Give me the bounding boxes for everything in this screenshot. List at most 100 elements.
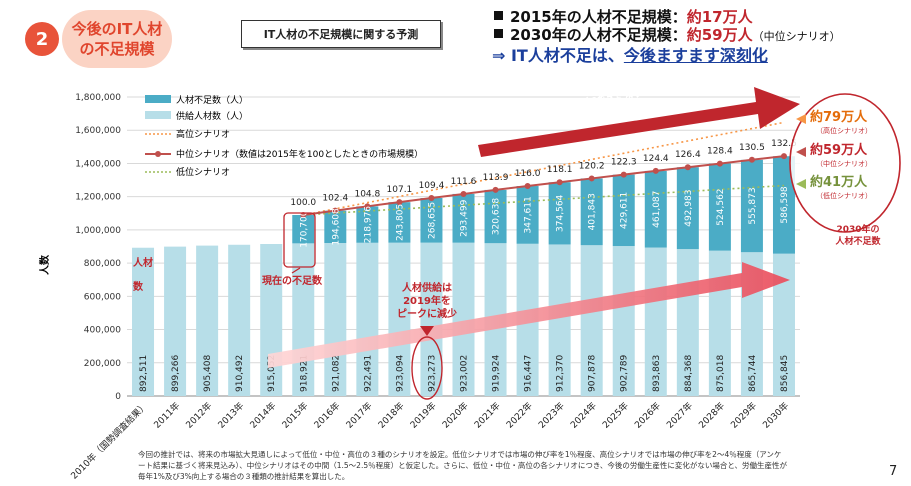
legend-shortage: 人材不足数（人）: [176, 94, 248, 106]
x-tick-label: 2020年: [440, 400, 471, 431]
shortage-bar: [676, 167, 699, 250]
section-title-line1: 今後のIT人材: [71, 20, 163, 38]
supply-value-label: 892,511: [139, 355, 149, 392]
result-mid-label: （中位シナリオ）: [816, 159, 872, 168]
summary-2015-value: 約17万人: [686, 8, 753, 26]
mid-scenario-point: [492, 186, 499, 193]
supply-value-label: 915,052: [267, 355, 277, 392]
low-pointer-icon: [796, 179, 806, 189]
slide-title: IT人材の不足規模に関する予測: [241, 20, 441, 48]
supply-bar: [228, 244, 251, 396]
mid-index-label: 102.4: [322, 194, 348, 204]
supply-bar: [772, 253, 795, 396]
mid-index-label: 128.4: [707, 147, 733, 157]
low-scenario-line: [303, 184, 785, 216]
x-tick-label: 2011年: [151, 400, 182, 431]
supply-vertical-label-2: 数: [133, 280, 144, 293]
mid-index-label: 130.5: [739, 143, 765, 153]
shortage-value-label: 524,562: [716, 188, 726, 225]
supply-bar: [324, 242, 347, 396]
page-number: 7: [889, 464, 898, 479]
mid-index-label: 132.5: [771, 139, 797, 149]
peak-down-arrow-icon: [420, 326, 434, 336]
shortage-bar: [644, 170, 667, 248]
market-growth-arrow: [478, 87, 800, 157]
legend-low: 低位シナリオ: [176, 166, 230, 178]
supply-bar: [644, 247, 667, 396]
y-tick-label: 600,000: [84, 292, 121, 302]
supply-bar: [420, 242, 443, 396]
supply-bar: [580, 245, 603, 396]
mid-scenario-point: [332, 207, 339, 214]
shortage-value-label: 194,608: [331, 208, 341, 245]
legend-high: 高位シナリオ: [176, 128, 230, 140]
supply-bar: [548, 244, 571, 396]
mid-scenario-point: [396, 199, 403, 206]
supply-bar: [132, 247, 155, 396]
shortage-bar: [548, 182, 571, 245]
shortage-value-label: 320,638: [492, 198, 502, 235]
legend-mid: 中位シナリオ（数値は2015年を100としたときの市場規模）: [176, 148, 423, 160]
shortage-bar: [324, 210, 347, 243]
shortage-2030-label-1: 2030年の: [836, 223, 879, 235]
x-tick-label: 2015年: [279, 400, 310, 431]
supply-value-label: 884,368: [684, 355, 694, 392]
footnote: 今回の推計では、将来の市場拡大見通しによって低位・中位・高位の３種のシナリオを設…: [138, 450, 788, 481]
mid-index-label: 118.1: [547, 165, 573, 175]
mid-scenario-point: [652, 167, 659, 174]
mid-scenario-point: [716, 160, 723, 167]
supply-bar: [612, 246, 635, 396]
shortage-bar: [740, 159, 763, 253]
y-tick-label: 400,000: [84, 326, 121, 336]
shortage-bar: [292, 215, 315, 244]
mid-scenario-point: [588, 175, 595, 182]
x-tick-label: 2027年: [664, 400, 695, 431]
mid-index-label: 124.4: [643, 154, 669, 164]
result-low-value: 約41万人: [810, 174, 868, 190]
y-tick-label: 1,000,000: [75, 226, 121, 236]
supply-value-label: 893,863: [652, 355, 662, 392]
legend-swatch-shortage: [145, 95, 171, 103]
supply-value-label: 918,921: [299, 355, 309, 392]
mid-scenario-point: [428, 194, 435, 201]
mid-index-label: 107.1: [387, 185, 413, 195]
supply-value-label: 919,924: [492, 355, 502, 392]
result-low-label: （低位シナリオ）: [816, 191, 872, 200]
x-tick-label: 2017年: [343, 400, 374, 431]
high-scenario-line: [303, 121, 785, 216]
shortage-value-label: 374,564: [556, 194, 566, 231]
shortage-value-label: 461,087: [652, 191, 662, 228]
shortage-2030-label-2: 人材不足数: [834, 235, 881, 247]
legend: 人材不足数（人） 供給人材数（人） 高位シナリオ 中位シナリオ（数値は2015年…: [145, 94, 423, 178]
shortage-bar: [452, 193, 475, 243]
x-tick-label: 2012年: [183, 400, 214, 431]
section-number-badge: 2: [25, 22, 59, 56]
supply-value-label: 875,018: [716, 355, 726, 392]
supply-bar: [164, 246, 187, 396]
supply-peak-text-3: ピークに減少: [397, 307, 457, 320]
mid-scenario-point: [748, 156, 755, 163]
supply-value-label: 910,492: [235, 355, 245, 392]
shortage-bar: [708, 163, 731, 251]
mid-scenario-point: [620, 171, 627, 178]
mid-scenario-point: [556, 179, 563, 186]
high-pointer-icon: [796, 114, 806, 124]
mid-scenario-point: [364, 203, 371, 210]
supply-value-label: 912,370: [556, 355, 566, 392]
supply-decline-arrow: [268, 262, 790, 368]
supply-value-label: 923,002: [460, 355, 470, 392]
supply-value-label: 923,273: [427, 355, 437, 392]
bullet-square-icon: [494, 11, 503, 20]
shortage-value-label: 268,655: [427, 202, 437, 239]
x-tick-label: 2022年: [504, 400, 535, 431]
shortage-value-label: 170,700: [299, 210, 309, 247]
supply-value-label: 865,744: [748, 355, 758, 392]
shortage-value-label: 347,611: [524, 196, 534, 233]
legend-swatch-supply: [145, 111, 171, 119]
supply-peak-text-2: 2019年を: [403, 294, 451, 307]
supply-bar: [196, 245, 219, 396]
mid-scenario-point: [460, 191, 467, 198]
y-tick-label: 1,800,000: [75, 93, 121, 103]
shortage-value-label: 243,805: [395, 204, 405, 241]
